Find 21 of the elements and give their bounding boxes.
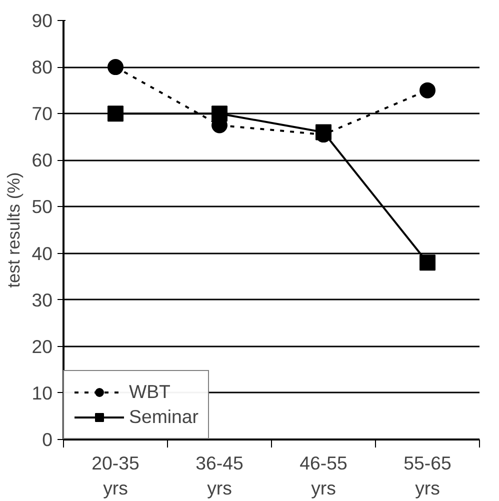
y-tick-label: 50	[32, 196, 53, 218]
point	[108, 106, 124, 122]
point	[420, 82, 436, 98]
point	[420, 254, 436, 271]
y-axis-title: test results (%)	[4, 172, 24, 288]
y-tick-label: 70	[32, 103, 53, 124]
x-tick-label: 46-55 yrs	[300, 452, 348, 499]
point	[108, 59, 124, 76]
x-tick-label: 20-35 yrs	[92, 452, 140, 499]
y-tick-label: 30	[32, 289, 53, 310]
y-tick-label: 0	[42, 429, 53, 450]
legend-label: WBT	[129, 381, 170, 403]
legend-label: Seminar	[129, 406, 198, 428]
y-tick-label: 60	[32, 150, 53, 171]
y-tick-label: 40	[32, 242, 53, 264]
x-tick-label: 55-65 yrs	[404, 452, 452, 499]
y-tick-label: 80	[32, 56, 53, 78]
y-tick-label: 20	[32, 336, 53, 357]
y-tick-label: 90	[32, 10, 53, 31]
y-tick-label: 10	[32, 382, 53, 404]
x-tick-label: 36-45 yrs	[196, 452, 244, 499]
